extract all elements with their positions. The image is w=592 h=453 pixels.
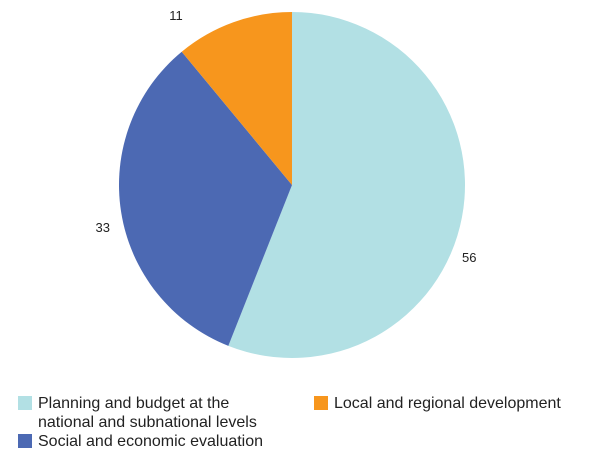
chart-legend: Planning and budget at the national and … bbox=[18, 390, 588, 450]
pie-chart: 56 33 11 bbox=[96, 8, 476, 358]
pie-slice-1 bbox=[119, 51, 292, 346]
legend-item-social-economic: Social and economic evaluation bbox=[18, 432, 318, 451]
legend-swatch bbox=[18, 396, 32, 410]
legend-item-planning-budget: Planning and budget at the national and … bbox=[18, 394, 288, 432]
legend-swatch bbox=[314, 396, 328, 410]
legend-label: Local and regional development bbox=[334, 395, 561, 412]
slice-value-label-2: 11 bbox=[169, 8, 183, 23]
slice-value-label-1: 33 bbox=[96, 220, 110, 235]
legend-swatch bbox=[18, 434, 32, 448]
legend-item-local-regional: Local and regional development bbox=[314, 394, 584, 413]
pie-slice-0 bbox=[228, 12, 465, 358]
legend-label: Social and economic evaluation bbox=[38, 433, 264, 450]
slice-value-label-0: 56 bbox=[462, 250, 476, 265]
pie-slice-2 bbox=[181, 12, 292, 185]
legend-label: Planning and budget at the national and … bbox=[38, 395, 257, 431]
